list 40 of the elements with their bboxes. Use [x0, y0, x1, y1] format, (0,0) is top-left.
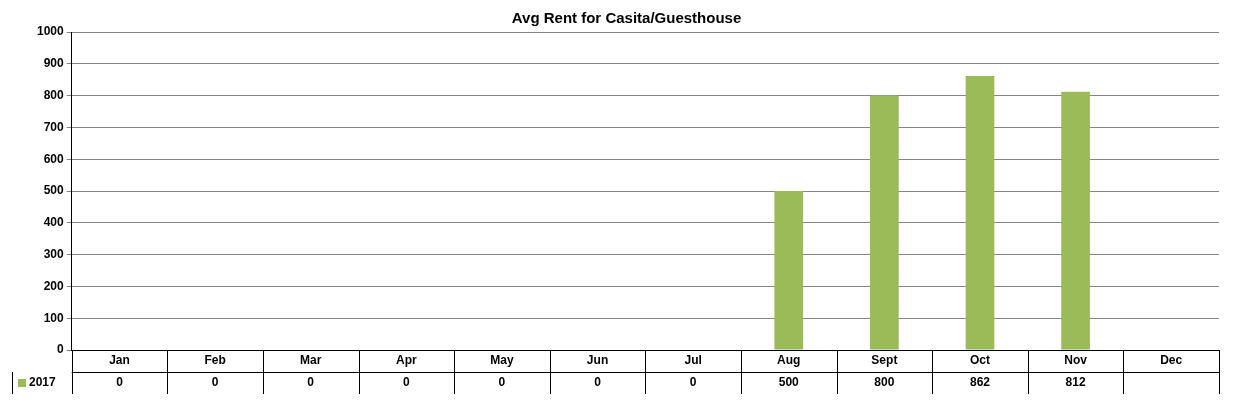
data-label: 800 [874, 375, 895, 390]
data-label: 0 [307, 375, 315, 390]
y-tick-label: 0 [57, 342, 65, 357]
x-tick-label: Jun [586, 353, 609, 368]
data-label: 862 [969, 375, 991, 390]
y-tick-label: 400 [43, 215, 65, 230]
bar [774, 191, 804, 350]
data-label: 0 [594, 375, 602, 390]
x-tick-label: Jan [109, 353, 130, 368]
chart-title: Avg Rent for Casita/Guesthouse [511, 9, 742, 27]
data-label: 812 [1065, 375, 1086, 390]
x-tick-label: Apr [395, 353, 417, 368]
x-tick-label: May [490, 353, 514, 368]
legend-label: 2017 [29, 375, 57, 390]
x-tick-label: Jul [684, 353, 702, 368]
data-label: 0 [211, 375, 219, 390]
x-tick-label: Oct [969, 353, 990, 368]
y-tick-label: 700 [43, 119, 65, 134]
y-tick-label: 300 [43, 246, 65, 261]
y-tick-label: 100 [43, 310, 65, 325]
x-tick-label: Nov [1064, 353, 1088, 368]
x-tick-label: Dec [1160, 353, 1183, 368]
data-label: 0 [116, 375, 124, 390]
x-tick-label: Feb [204, 353, 226, 368]
y-tick-label: 600 [43, 151, 65, 166]
bar [965, 75, 995, 350]
x-tick-label: Mar [300, 353, 322, 368]
data-label: 0 [498, 375, 506, 390]
data-label: 500 [778, 375, 800, 390]
bar [1061, 91, 1090, 350]
bar [870, 95, 899, 350]
y-tick-label: 1000 [36, 24, 65, 39]
y-tick-label: 500 [43, 183, 65, 198]
y-tick-label: 900 [43, 56, 65, 71]
x-tick-label: Aug [777, 353, 801, 368]
y-tick-label: 800 [43, 87, 65, 102]
x-tick-label: Sept [871, 353, 898, 368]
data-label: 0 [402, 375, 410, 390]
y-tick-label: 200 [43, 278, 65, 293]
data-label: 0 [689, 375, 697, 390]
